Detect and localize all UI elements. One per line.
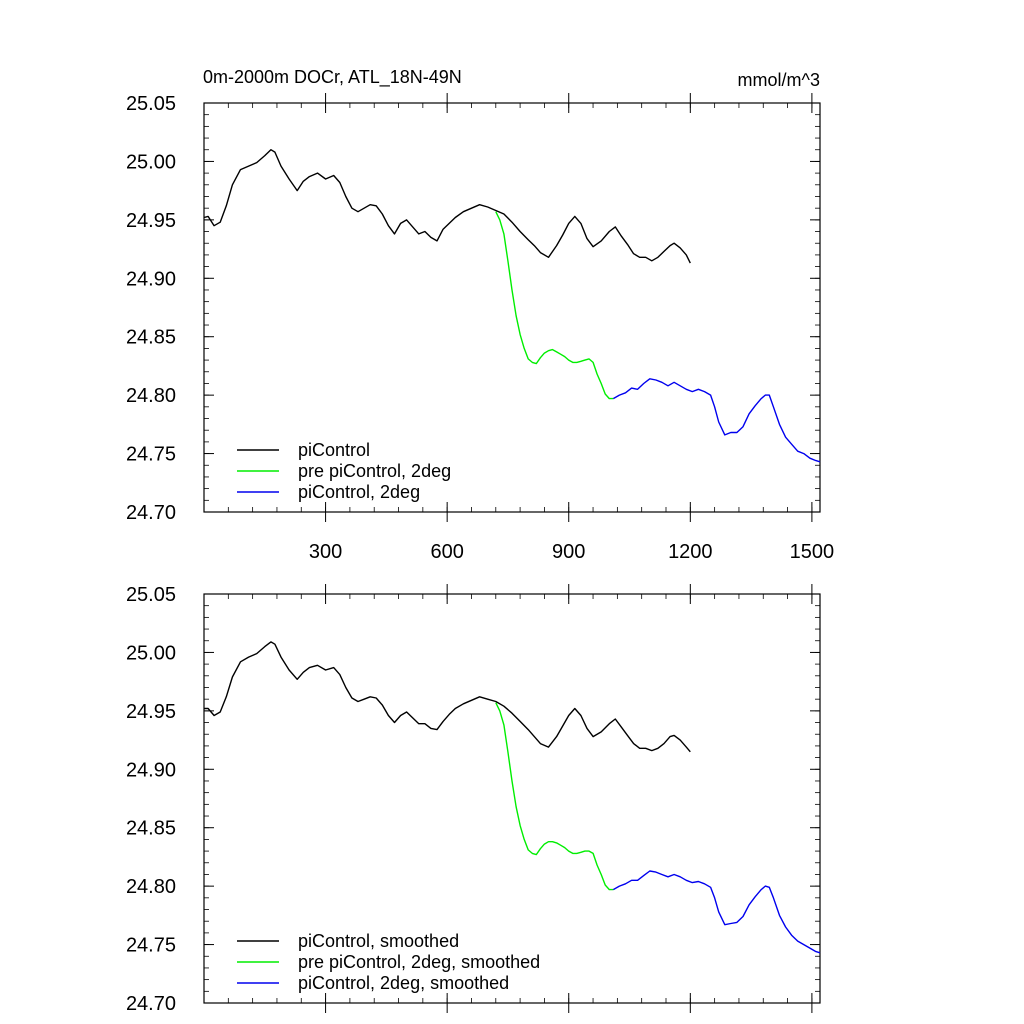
x-tick-label: 1200 — [668, 541, 713, 563]
x-tick-label: 300 — [309, 541, 342, 563]
y-tick-label: 24.95 — [126, 701, 176, 723]
legend-label: pre piControl, 2deg — [298, 461, 451, 481]
y-tick-label: 24.85 — [126, 327, 176, 349]
x-tick-label: 900 — [552, 541, 585, 563]
legend-label: piControl, 2deg — [298, 482, 420, 502]
plot-area: 24.70 24.75 24.80 24.85 24.90 24.95 25.00 25.05… — [126, 584, 821, 1015]
y-tick-label: 24.70 — [126, 502, 176, 524]
top-panel: 0m-2000m DOCr, ATL_18N-49N mmol/m^3 24.7… — [126, 67, 834, 563]
legend-label: piControl, 2deg, smoothed — [298, 973, 509, 993]
y-tick-label: 24.90 — [126, 759, 176, 781]
y-tick-label: 25.00 — [126, 151, 176, 173]
y-tick-label: 24.95 — [126, 210, 176, 232]
legend-label: piControl — [298, 440, 370, 460]
series-line — [203, 148, 691, 264]
y-tick-label: 25.05 — [126, 93, 176, 115]
plot-frame — [203, 102, 821, 513]
plot-frame — [203, 593, 821, 1004]
x-tick-label: 600 — [430, 541, 463, 563]
y-tick-label: 25.05 — [126, 584, 176, 606]
y-tick-label: 24.80 — [126, 385, 176, 407]
y-tick-label: 24.80 — [126, 876, 176, 898]
y-tick-label: 24.85 — [126, 818, 176, 840]
y-tick-label: 24.70 — [126, 993, 176, 1015]
series-line — [204, 641, 691, 753]
legend-label: pre piControl, 2deg, smoothed — [298, 952, 540, 972]
y-tick-label: 24.90 — [126, 268, 176, 290]
chart-title: 0m-2000m DOCr, ATL_18N-49N — [203, 67, 462, 88]
x-tick-label: 1500 — [790, 541, 835, 563]
series-line — [612, 870, 821, 954]
plot-area: 24.70 24.75 24.80 24.85 24.90 24.95 25.00 25.05… — [126, 93, 834, 563]
y-tick-label: 24.75 — [126, 444, 176, 466]
y-tick-label: 25.00 — [126, 642, 176, 664]
bottom-panel: 24.70 24.75 24.80 24.85 24.90 24.95 25.00 25.05… — [126, 584, 821, 1015]
series-line — [495, 211, 614, 400]
y-tick-label: 24.75 — [126, 935, 176, 957]
units-label: mmol/m^3 — [738, 70, 820, 90]
series-line — [612, 378, 821, 463]
series-line — [495, 702, 614, 891]
legend-label: piControl, smoothed — [298, 931, 459, 951]
